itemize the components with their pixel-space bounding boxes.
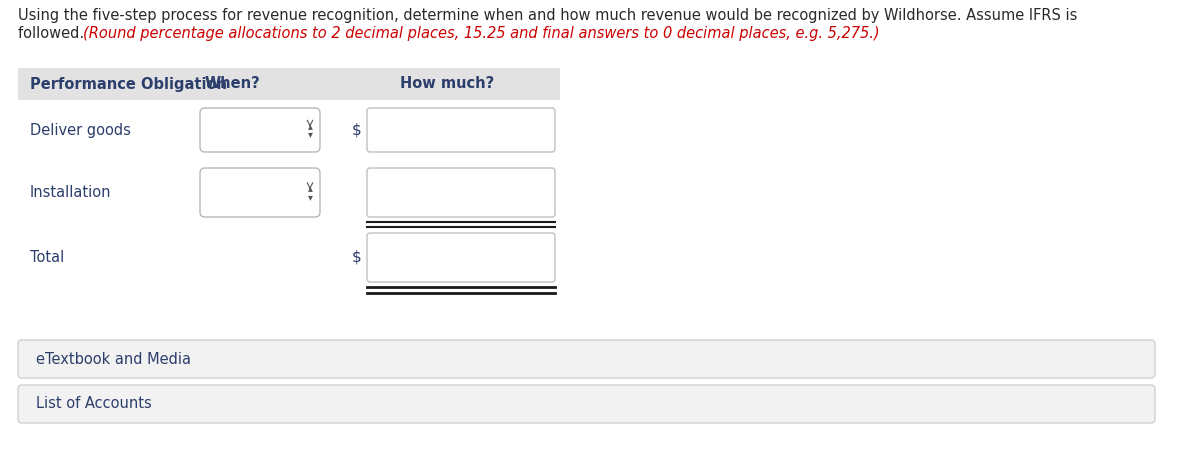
FancyBboxPatch shape [367, 233, 554, 282]
Text: Total: Total [30, 250, 65, 265]
Text: List of Accounts: List of Accounts [36, 396, 151, 412]
Text: followed.: followed. [18, 26, 89, 41]
Text: Installation: Installation [30, 185, 112, 200]
FancyBboxPatch shape [18, 68, 560, 100]
FancyBboxPatch shape [18, 160, 560, 225]
FancyBboxPatch shape [200, 168, 320, 217]
Text: $: $ [352, 123, 362, 137]
FancyBboxPatch shape [367, 108, 554, 152]
FancyBboxPatch shape [18, 100, 560, 160]
FancyBboxPatch shape [18, 385, 1154, 423]
Text: Using the five-step process for revenue recognition, determine when and how much: Using the five-step process for revenue … [18, 8, 1078, 23]
Text: When?: When? [205, 77, 260, 91]
Text: ▴
▾: ▴ ▾ [307, 121, 312, 139]
Text: ▴
▾: ▴ ▾ [307, 183, 312, 202]
FancyBboxPatch shape [200, 108, 320, 152]
FancyBboxPatch shape [367, 168, 554, 217]
FancyBboxPatch shape [18, 225, 560, 290]
Text: Deliver goods: Deliver goods [30, 123, 131, 137]
Text: eTextbook and Media: eTextbook and Media [36, 351, 191, 366]
FancyBboxPatch shape [18, 340, 1154, 378]
Text: $: $ [352, 250, 362, 265]
Text: How much?: How much? [400, 77, 494, 91]
Text: (Round percentage allocations to 2 decimal places, 15.25 and final answers to 0 : (Round percentage allocations to 2 decim… [83, 26, 880, 41]
Text: Performance Obligation: Performance Obligation [30, 77, 227, 91]
